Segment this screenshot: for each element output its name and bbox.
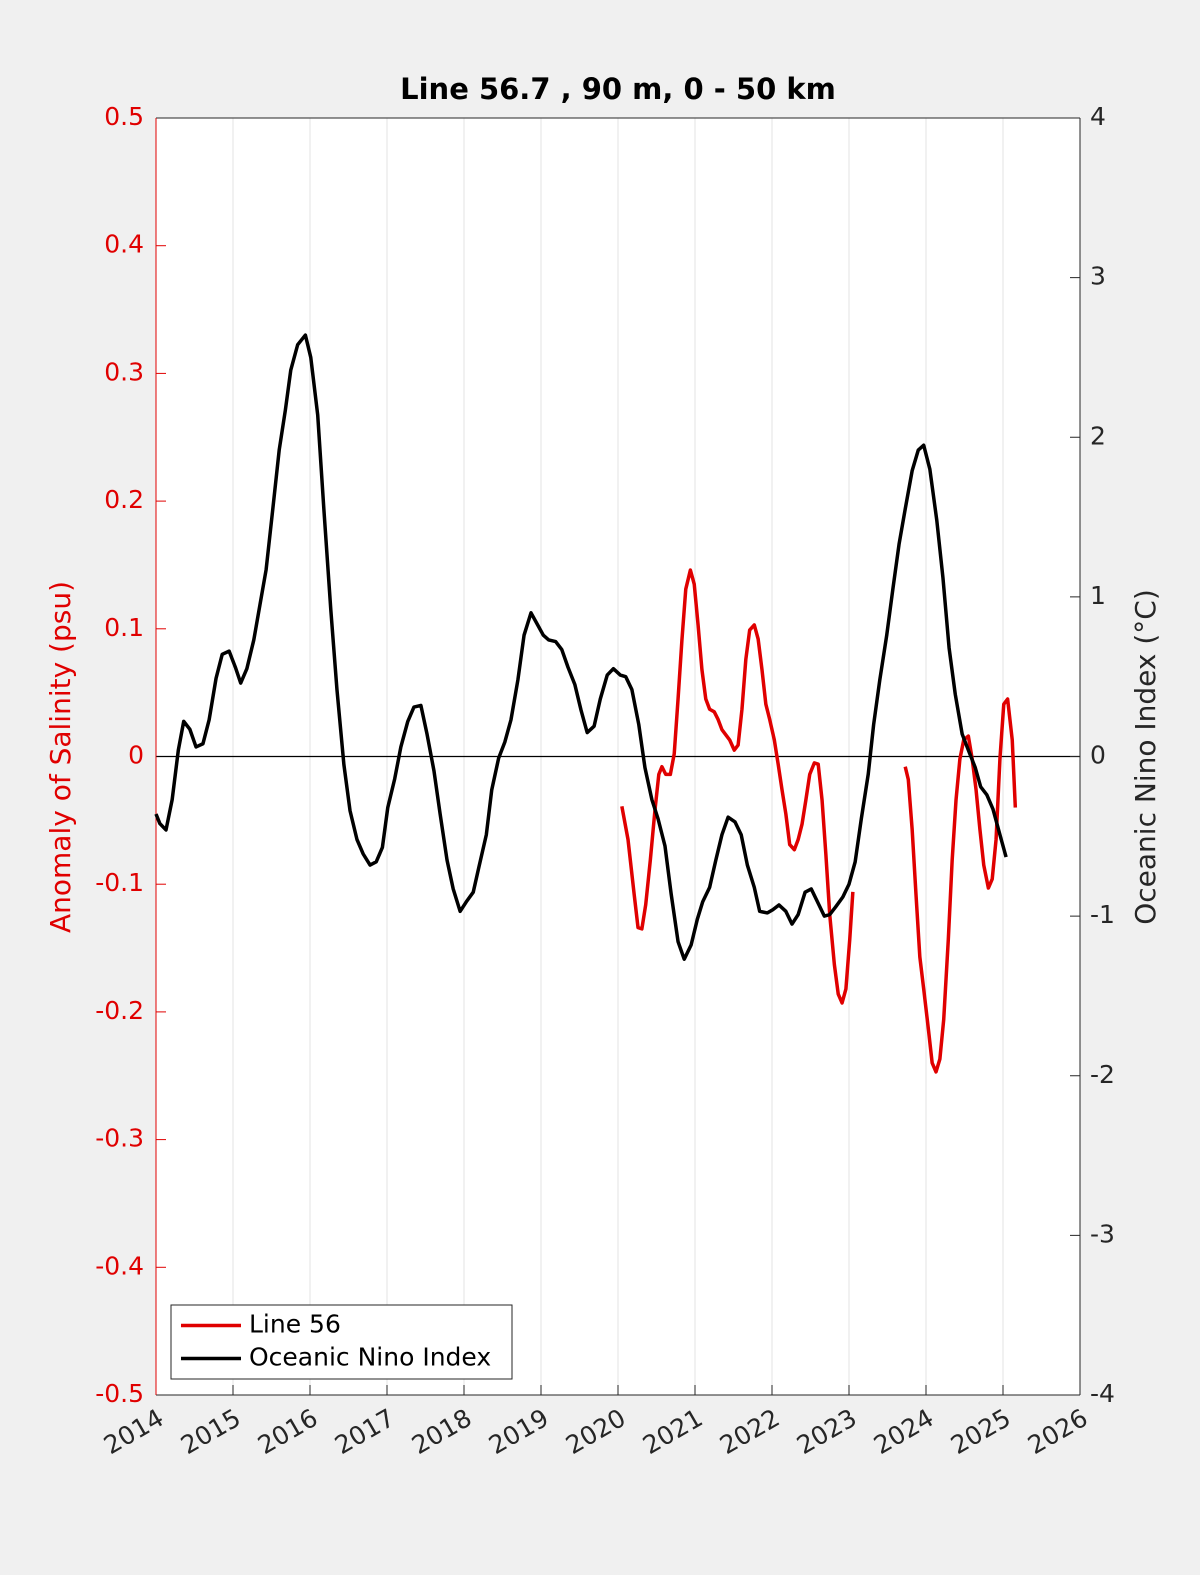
y2-tick-label: 2	[1090, 421, 1106, 450]
y-tick-label: -0.5	[95, 1379, 144, 1408]
chart-title: Line 56.7 , 90 m, 0 - 50 km	[400, 72, 836, 106]
y2-tick-label: 3	[1090, 262, 1106, 291]
y-tick-label: -0.3	[95, 1124, 144, 1153]
y2-tick-label: -1	[1090, 900, 1115, 929]
y-tick-label: 0.1	[104, 613, 144, 642]
x-tick-label: 2025	[946, 1403, 1016, 1460]
x-tick-label: 2023	[792, 1403, 862, 1460]
y-tick-label: 0.4	[104, 230, 144, 259]
y-tick-label: 0.2	[104, 485, 144, 514]
y2-tick-label: -2	[1090, 1060, 1115, 1089]
legend-box	[170, 1304, 513, 1380]
series-line	[154, 333, 1008, 961]
x-tick-label: 2016	[253, 1403, 323, 1460]
y-tick-label: -0.4	[95, 1251, 144, 1280]
x-tick-label: 2026	[1023, 1403, 1093, 1460]
y2-tick-label: 1	[1090, 581, 1106, 610]
y2-tick-label: 4	[1090, 102, 1106, 131]
x-tick-label: 2020	[561, 1403, 631, 1460]
x-tick-label: 2017	[330, 1403, 400, 1460]
y2-tick-label: 0	[1090, 741, 1106, 770]
y-tick-label: 0.5	[104, 102, 144, 131]
y-tick-label: 0	[128, 741, 144, 770]
series-line	[620, 568, 1018, 1074]
x-tick-label: 2021	[638, 1403, 708, 1460]
y-axis-label: Anomaly of Salinity (psu)	[44, 581, 77, 933]
y2-axis-label: Oceanic Nino Index (°C)	[1129, 589, 1162, 925]
y-tick-label: -0.2	[95, 996, 144, 1025]
x-tick-label: 2024	[869, 1403, 939, 1460]
y2-tick-label: -3	[1090, 1219, 1115, 1248]
x-tick-label: 2019	[484, 1403, 554, 1460]
y-tick-label: 0.3	[104, 357, 144, 386]
legend-label: Line 56	[249, 1310, 341, 1339]
y-tick-label: -0.1	[95, 868, 144, 897]
y2-tick-label: -4	[1090, 1379, 1115, 1408]
x-tick-label: 2015	[176, 1403, 246, 1460]
x-tick-label: 2018	[407, 1403, 477, 1460]
legend-label: Oceanic Nino Index	[249, 1343, 491, 1372]
legend: Line 56 Oceanic Nino Index	[170, 1304, 513, 1380]
x-tick-label: 2022	[715, 1403, 785, 1460]
x-tick-label: 2014	[99, 1403, 169, 1460]
